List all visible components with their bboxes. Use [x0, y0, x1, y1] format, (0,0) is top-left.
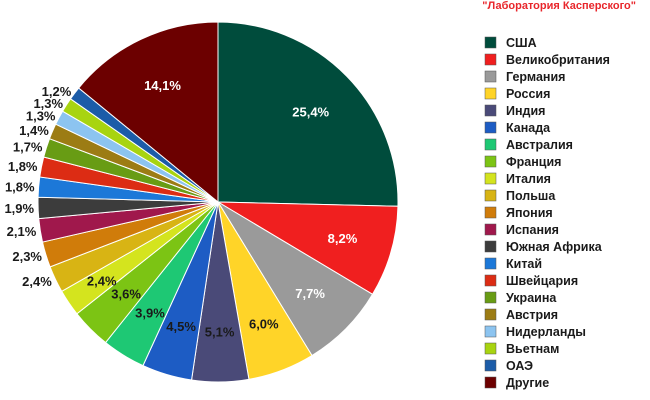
- legend-swatch: [484, 121, 497, 134]
- slice-value-label: 1,7%: [13, 140, 43, 155]
- pie-slice: [77, 21, 219, 204]
- legend-label: США: [506, 36, 537, 50]
- legend-label: Австралия: [506, 138, 573, 152]
- slice-value-label: 2,3%: [12, 249, 42, 264]
- slice-value-label: 5,1%: [205, 325, 235, 340]
- legend-swatch: [484, 172, 497, 185]
- legend-swatch: [484, 223, 497, 236]
- legend-label: Франция: [506, 155, 561, 169]
- slice-value-label: 3,6%: [111, 286, 141, 301]
- legend-label: Швейцария: [506, 274, 578, 288]
- slice-value-label: 1,3%: [33, 96, 63, 111]
- slice-value-label: 1,8%: [8, 159, 38, 174]
- legend-swatch: [484, 274, 497, 287]
- legend-label: Великобритания: [506, 53, 610, 67]
- legend-label: Австрия: [506, 308, 558, 322]
- legend-label: Южная Африка: [506, 240, 603, 254]
- legend-swatch: [484, 138, 497, 151]
- legend-swatch: [484, 342, 497, 355]
- legend-swatch: [484, 104, 497, 117]
- legend-label: Польша: [506, 189, 556, 203]
- legend: США Великобритания Германия Россия Индия Кана…: [484, 36, 610, 390]
- slice-labels: 25,4%8,2%7,7%6,0%5,1%4,5%3,9%3,6%2,4%2,4…: [4, 78, 357, 340]
- legend-swatch: [484, 70, 497, 83]
- slice-value-label: 1,8%: [5, 180, 35, 195]
- legend-swatch: [484, 359, 497, 372]
- slice-value-label: 2,4%: [87, 274, 117, 289]
- legend-swatch: [484, 53, 497, 66]
- legend-label: Украина: [506, 291, 557, 305]
- slice-value-label: 1,2%: [42, 84, 72, 99]
- slice-value-label: 1,9%: [4, 201, 34, 216]
- slice-value-label: 4,5%: [166, 319, 196, 334]
- slice-value-label: 7,7%: [295, 286, 325, 301]
- slice-value-label: 1,4%: [19, 123, 49, 138]
- legend-label: Испания: [506, 223, 559, 237]
- pie-slice: [216, 201, 399, 295]
- legend-label: Россия: [506, 87, 550, 101]
- legend-label: Другие: [506, 376, 549, 390]
- legend-swatch: [484, 189, 497, 202]
- legend-swatch: [484, 206, 497, 219]
- slice-value-label: 6,0%: [249, 316, 279, 331]
- legend-swatch: [484, 240, 497, 253]
- pie-slices: [37, 21, 399, 383]
- slice-value-label: 3,9%: [135, 305, 165, 320]
- legend-swatch: [484, 87, 497, 100]
- legend-label: Нидерланды: [506, 325, 586, 339]
- legend-label: Япония: [506, 206, 553, 220]
- slice-value-label: 25,4%: [292, 104, 329, 119]
- legend-label: Китай: [506, 257, 542, 271]
- slice-value-label: 8,2%: [328, 231, 358, 246]
- legend-swatch: [484, 155, 497, 168]
- legend-label: ОАЭ: [506, 359, 533, 373]
- legend-label: Вьетнам: [506, 342, 559, 356]
- legend-label: Германия: [506, 70, 565, 84]
- slice-value-label: 2,1%: [7, 224, 37, 239]
- legend-label: Индия: [506, 104, 545, 118]
- pie-slice: [217, 21, 399, 207]
- legend-swatch: [484, 376, 497, 389]
- slice-value-label: 2,4%: [22, 274, 52, 289]
- legend-label: Канада: [506, 121, 551, 135]
- slice-value-label: 14,1%: [144, 78, 181, 93]
- legend-label: Италия: [506, 172, 551, 186]
- legend-swatch: [484, 36, 497, 49]
- legend-swatch: [484, 257, 497, 270]
- legend-swatch: [484, 291, 497, 304]
- source-label: "Лаборатория Касперского": [482, 0, 636, 12]
- slice-value-label: 1,3%: [26, 109, 56, 124]
- legend-swatch: [484, 325, 497, 338]
- legend-swatch: [484, 308, 497, 321]
